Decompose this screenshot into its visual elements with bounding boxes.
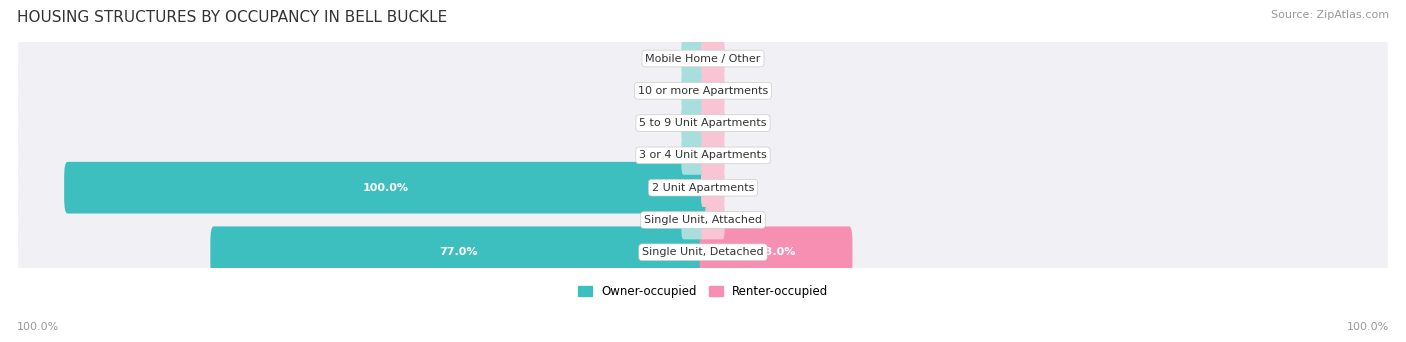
Text: 23.0%: 23.0% xyxy=(756,247,796,257)
FancyBboxPatch shape xyxy=(18,156,1388,219)
FancyBboxPatch shape xyxy=(702,136,724,175)
Text: 0.0%: 0.0% xyxy=(730,150,758,160)
Text: 3 or 4 Unit Apartments: 3 or 4 Unit Apartments xyxy=(640,150,766,160)
FancyBboxPatch shape xyxy=(682,71,704,110)
FancyBboxPatch shape xyxy=(18,91,1388,155)
Text: 0.0%: 0.0% xyxy=(648,86,676,96)
FancyBboxPatch shape xyxy=(682,39,704,78)
Text: HOUSING STRUCTURES BY OCCUPANCY IN BELL BUCKLE: HOUSING STRUCTURES BY OCCUPANCY IN BELL … xyxy=(17,10,447,25)
FancyBboxPatch shape xyxy=(700,226,852,278)
Text: 0.0%: 0.0% xyxy=(730,86,758,96)
Text: 0.0%: 0.0% xyxy=(730,183,758,193)
Text: Mobile Home / Other: Mobile Home / Other xyxy=(645,53,761,64)
Text: 0.0%: 0.0% xyxy=(648,53,676,64)
Text: 0.0%: 0.0% xyxy=(730,118,758,128)
Text: 100.0%: 100.0% xyxy=(363,183,408,193)
FancyBboxPatch shape xyxy=(65,162,706,213)
FancyBboxPatch shape xyxy=(702,168,724,207)
Text: 2 Unit Apartments: 2 Unit Apartments xyxy=(652,183,754,193)
Text: 77.0%: 77.0% xyxy=(439,247,478,257)
Text: Single Unit, Detached: Single Unit, Detached xyxy=(643,247,763,257)
FancyBboxPatch shape xyxy=(18,188,1388,252)
FancyBboxPatch shape xyxy=(211,226,706,278)
Text: 0.0%: 0.0% xyxy=(648,215,676,225)
FancyBboxPatch shape xyxy=(702,39,724,78)
FancyBboxPatch shape xyxy=(682,201,704,239)
Text: 0.0%: 0.0% xyxy=(730,53,758,64)
FancyBboxPatch shape xyxy=(702,104,724,143)
Text: 100.0%: 100.0% xyxy=(1347,322,1389,332)
Text: 5 to 9 Unit Apartments: 5 to 9 Unit Apartments xyxy=(640,118,766,128)
FancyBboxPatch shape xyxy=(18,221,1388,284)
Legend: Owner-occupied, Renter-occupied: Owner-occupied, Renter-occupied xyxy=(572,281,834,303)
FancyBboxPatch shape xyxy=(682,136,704,175)
FancyBboxPatch shape xyxy=(702,71,724,110)
Text: 0.0%: 0.0% xyxy=(730,215,758,225)
Text: Single Unit, Attached: Single Unit, Attached xyxy=(644,215,762,225)
Text: 0.0%: 0.0% xyxy=(648,150,676,160)
Text: 100.0%: 100.0% xyxy=(17,322,59,332)
FancyBboxPatch shape xyxy=(702,201,724,239)
Text: 0.0%: 0.0% xyxy=(648,118,676,128)
Text: Source: ZipAtlas.com: Source: ZipAtlas.com xyxy=(1271,10,1389,20)
Text: 10 or more Apartments: 10 or more Apartments xyxy=(638,86,768,96)
FancyBboxPatch shape xyxy=(18,124,1388,187)
FancyBboxPatch shape xyxy=(682,104,704,143)
FancyBboxPatch shape xyxy=(18,59,1388,122)
FancyBboxPatch shape xyxy=(18,27,1388,90)
